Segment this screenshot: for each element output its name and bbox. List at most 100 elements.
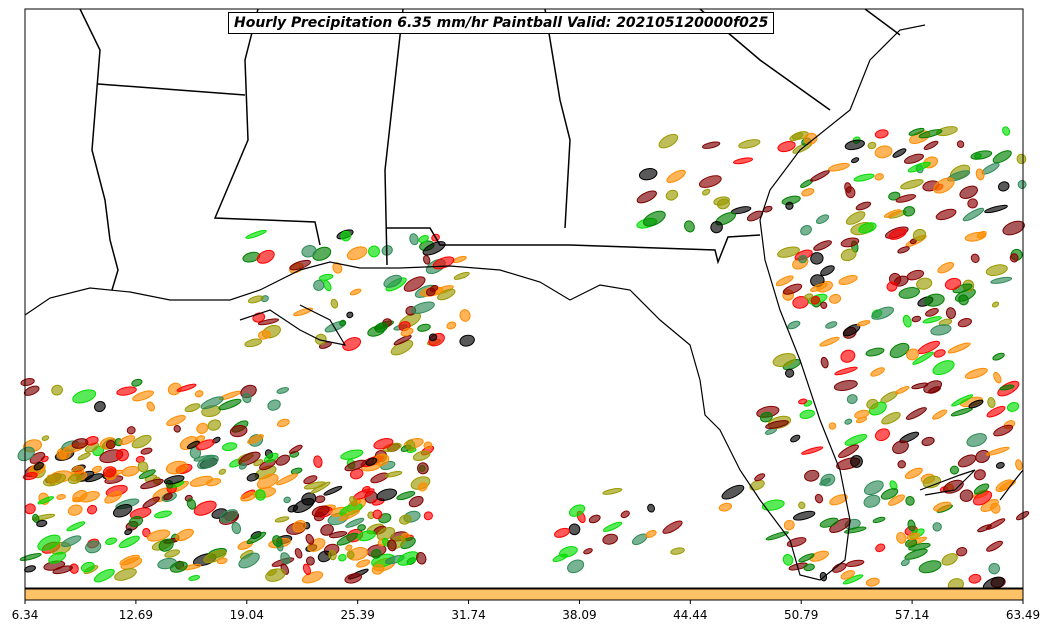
precip-blob bbox=[94, 401, 106, 413]
precip-blob bbox=[417, 462, 429, 475]
precip-blob bbox=[959, 185, 978, 199]
precip-blob bbox=[158, 538, 174, 552]
precip-blob bbox=[188, 574, 200, 581]
precip-blob bbox=[721, 484, 745, 500]
precip-blob bbox=[850, 455, 863, 468]
precip-blob bbox=[52, 565, 73, 575]
precip-blob bbox=[602, 521, 623, 532]
precip-blob bbox=[895, 194, 917, 203]
precip-blob bbox=[951, 394, 974, 407]
precip-blob bbox=[666, 169, 686, 183]
precip-blob bbox=[165, 460, 188, 475]
border-ar-la bbox=[97, 83, 246, 96]
precip-blob bbox=[102, 466, 117, 478]
precip-blob bbox=[264, 452, 279, 463]
precip-blob bbox=[323, 485, 343, 496]
precip-blob bbox=[754, 473, 766, 482]
precip-blob bbox=[336, 532, 359, 546]
precip-blob bbox=[247, 434, 264, 444]
precip-blob bbox=[305, 533, 315, 545]
precip-blob bbox=[346, 550, 355, 560]
precip-blob bbox=[872, 516, 886, 524]
precip-blob bbox=[765, 420, 789, 429]
precip-blob bbox=[344, 573, 363, 584]
precip-blob bbox=[844, 434, 868, 446]
precip-blob bbox=[346, 246, 368, 261]
precip-blob bbox=[911, 315, 922, 323]
precip-blob bbox=[844, 139, 865, 151]
precip-blob bbox=[453, 271, 470, 280]
colorbar-tick-label: 25.39 bbox=[340, 608, 375, 622]
precip-blob bbox=[904, 467, 923, 479]
precip-blob bbox=[784, 368, 795, 378]
precip-blob bbox=[904, 548, 928, 560]
precip-blob bbox=[993, 371, 1002, 384]
precip-blob bbox=[765, 531, 789, 541]
border-ms-al bbox=[384, 8, 404, 266]
precip-blob bbox=[814, 493, 824, 504]
precip-blob bbox=[313, 455, 323, 468]
precip-blob bbox=[772, 352, 796, 367]
precip-blob bbox=[918, 129, 943, 139]
precip-blob bbox=[892, 148, 907, 158]
precip-blob bbox=[408, 495, 424, 508]
paintball-blobs bbox=[17, 126, 1030, 592]
precip-blob bbox=[999, 384, 1015, 391]
precip-blob bbox=[819, 517, 839, 528]
precip-blob bbox=[738, 139, 761, 149]
precip-blob bbox=[840, 349, 856, 363]
precip-blob bbox=[20, 378, 35, 387]
precip-blob bbox=[283, 496, 291, 504]
precip-blob bbox=[845, 559, 865, 567]
precip-blob bbox=[903, 153, 924, 164]
precip-blob bbox=[932, 409, 948, 420]
precip-blob bbox=[761, 499, 785, 511]
precip-blob bbox=[924, 293, 945, 307]
precip-blob bbox=[328, 549, 337, 561]
precip-blob bbox=[683, 220, 695, 233]
precip-blob bbox=[428, 333, 438, 342]
precip-blob bbox=[798, 501, 806, 510]
state-borders bbox=[79, 8, 901, 291]
precip-blob bbox=[256, 473, 279, 489]
precip-blob bbox=[933, 349, 946, 358]
precip-blob bbox=[970, 150, 993, 160]
precip-blob bbox=[908, 127, 925, 136]
precip-blob bbox=[900, 179, 924, 190]
precip-blob bbox=[810, 282, 828, 292]
precip-blob bbox=[72, 497, 81, 503]
precip-blob bbox=[925, 308, 939, 317]
precip-blob bbox=[193, 500, 217, 516]
precip-blob bbox=[459, 309, 471, 322]
precip-blob bbox=[311, 505, 330, 518]
precip-blob bbox=[61, 535, 82, 548]
precip-blob bbox=[800, 225, 812, 236]
precip-blob bbox=[647, 503, 655, 513]
precip-blob bbox=[276, 473, 299, 486]
precip-blob bbox=[373, 438, 394, 450]
precip-blob bbox=[871, 306, 895, 320]
precip-blob bbox=[255, 489, 266, 501]
precip-blob bbox=[792, 510, 816, 521]
precip-blob bbox=[782, 283, 803, 295]
precip-blob bbox=[77, 452, 91, 461]
precip-blob bbox=[238, 552, 260, 569]
border-ga-fl bbox=[569, 234, 761, 265]
precip-blob bbox=[287, 504, 299, 513]
precip-blob bbox=[329, 531, 348, 539]
precip-blob bbox=[418, 235, 429, 243]
precip-blob bbox=[393, 335, 412, 346]
precip-blob bbox=[132, 390, 154, 402]
precip-blob bbox=[371, 564, 385, 575]
precip-blob bbox=[128, 516, 143, 528]
precip-blob bbox=[840, 237, 860, 248]
precip-blob bbox=[146, 401, 156, 412]
precip-blob bbox=[292, 519, 307, 533]
precip-blob bbox=[701, 188, 711, 196]
precip-blob bbox=[437, 288, 456, 301]
precip-blob bbox=[41, 435, 50, 441]
precip-blob bbox=[112, 503, 133, 518]
precip-blob bbox=[23, 385, 40, 396]
precip-blob bbox=[828, 422, 837, 430]
precip-blob bbox=[124, 528, 133, 536]
